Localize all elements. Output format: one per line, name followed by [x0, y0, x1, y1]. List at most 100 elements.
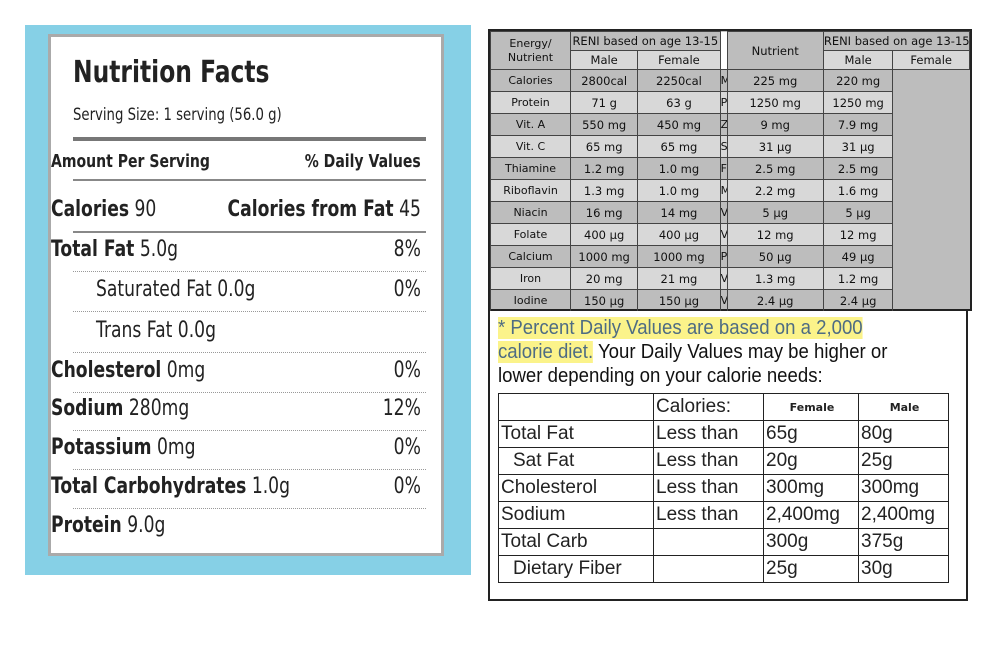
reni-cell: Vit. A — [489, 113, 572, 136]
reni-cell: 450 mg — [637, 113, 721, 136]
dotted-divider — [73, 392, 426, 393]
reni-cell: 20 mg — [570, 267, 639, 290]
reni-cell: 220 mg — [822, 69, 894, 92]
reni-cell: Zinc — [719, 113, 728, 136]
reni-cell: 7.9 mg — [822, 113, 894, 136]
pdv-cell: 2,400mg — [763, 501, 859, 529]
reni-cell: 2800cal — [570, 69, 639, 92]
dotted-divider — [73, 352, 426, 353]
reni-cell: Riboflavin — [489, 179, 572, 202]
pdv-row: Total Carb 300g 375g — [498, 528, 949, 556]
reni-cell: Selenium — [719, 135, 728, 158]
male-header: Male — [822, 50, 894, 70]
reni-cell: Phosphorus — [719, 91, 728, 114]
reni-cell: 65 mg — [637, 135, 721, 158]
dotted-divider — [73, 430, 426, 431]
dotted-divider — [73, 469, 426, 470]
reni-cell: Vit. B12 — [719, 289, 728, 312]
pdv-cell: Less than — [653, 447, 764, 475]
reni-table: Energy/ Nutrient RENI based on age 13-15… — [488, 29, 972, 312]
nutrition-title: Nutrition Facts — [73, 55, 270, 90]
reni-cell: Iron — [489, 267, 572, 290]
reni-cell: 12 mg — [822, 223, 894, 246]
nutrition-facts-card: Nutrition Facts Serving Size: 1 serving … — [48, 34, 444, 556]
reni-cell: 550 mg — [570, 113, 639, 136]
pdv-row: Total Fat Less than 65g 80g — [498, 420, 949, 448]
pdv-cell — [653, 555, 764, 583]
reni-cell: 21 mg — [637, 267, 721, 290]
calories-row: Calories 90 — [51, 197, 157, 222]
reni-cell: 63 g — [637, 91, 721, 114]
pdv-cell: Total Fat — [498, 420, 654, 448]
dotted-divider — [73, 508, 426, 509]
pdv-cell: Less than — [653, 474, 764, 502]
pdv-row: Sat Fat Less than 20g 25g — [498, 447, 949, 475]
pdv-note-line1: * Percent Daily Values are based on a 2,… — [498, 317, 863, 339]
reni-cell: 5 µg — [822, 201, 894, 224]
serving-size: Serving Size: 1 serving (56.0 g) — [73, 105, 282, 125]
nutrient-row: Total Fat 5.0g — [51, 237, 179, 262]
nutrient-row: Trans Fat 0.0g — [96, 318, 216, 343]
amount-per-serving: Amount Per Serving — [51, 151, 210, 172]
reni-cell: 400 µg — [637, 223, 721, 246]
nutrient-row: Saturated Fat 0.0g — [96, 277, 256, 302]
pdv-cell: Total Carb — [498, 528, 654, 556]
reni-cell: 400 µg — [570, 223, 639, 246]
reni-cell: 1.2 mg — [570, 157, 639, 180]
pdv-cell: Cholesterol — [498, 474, 654, 502]
reni-group-header: RENI based on age 13-15 — [570, 31, 721, 51]
reni-cell: Calories — [489, 69, 572, 92]
reni-cell: 2.2 mg — [726, 179, 824, 202]
pdv-cell: Sat Fat — [498, 447, 654, 475]
reni-cell: 71 g — [570, 91, 639, 114]
reni-cell: Manganese — [719, 179, 728, 202]
reni-cell: 65 mg — [570, 135, 639, 158]
reni-cell: 1250 mg — [726, 91, 824, 114]
reni-cell: 50 µg — [726, 245, 824, 268]
daily-value-percent: 12% — [382, 396, 421, 421]
reni-cell: 14 mg — [637, 201, 721, 224]
pdv-cell: 25g — [763, 555, 859, 583]
reni-cell: 1.3 mg — [726, 267, 824, 290]
reni-cell: Folate — [489, 223, 572, 246]
pdv-cell: 300mg — [763, 474, 859, 502]
daily-value-percent: 8% — [393, 237, 421, 262]
pdv-row: Dietary Fiber 25g 30g — [498, 555, 949, 583]
divider — [73, 231, 426, 233]
reni-cell: 1.0 mg — [637, 157, 721, 180]
reni-cell: 1.2 mg — [822, 267, 894, 290]
reni-cell: 1000 mg — [637, 245, 721, 268]
reni-cell: 49 µg — [822, 245, 894, 268]
reni-cell: 2.5 mg — [726, 157, 824, 180]
pdv-row: Sodium Less than 2,400mg 2,400mg — [498, 501, 949, 529]
reni-group-header: RENI based on age 13-15 — [822, 31, 971, 51]
pdv-cell: Dietary Fiber — [498, 555, 654, 583]
reni-cell: Iodine — [489, 289, 572, 312]
reni-cell: Vit. D — [719, 201, 728, 224]
dotted-divider — [73, 271, 426, 272]
pdv-cell: 20g — [763, 447, 859, 475]
pdv-cell: Sodium — [498, 501, 654, 529]
nutrient-row: Total Carbohydrates 1.0g — [51, 474, 290, 499]
nutrient-row: Potassium 0mg — [51, 435, 196, 460]
reni-cell: 2.4 µg — [726, 289, 824, 312]
reni-cell: Vit. E — [719, 223, 728, 246]
reni-cell: Thiamine — [489, 157, 572, 180]
reni-cell: 1.6 mg — [822, 179, 894, 202]
female-header: Female — [637, 50, 721, 70]
pdv-table: Calories: Female Male Total Fat Less than… — [498, 393, 949, 583]
pdv-cell: 300mg — [858, 474, 949, 502]
reni-cell: 1250 mg — [822, 91, 894, 114]
pdv-row: Cholesterol Less than 300mg 300mg — [498, 474, 949, 502]
female-header: Female — [763, 393, 859, 421]
daily-value-percent: 0% — [393, 358, 421, 383]
reni-cell: 9 mg — [726, 113, 824, 136]
reni-cell: 5 µg — [726, 201, 824, 224]
